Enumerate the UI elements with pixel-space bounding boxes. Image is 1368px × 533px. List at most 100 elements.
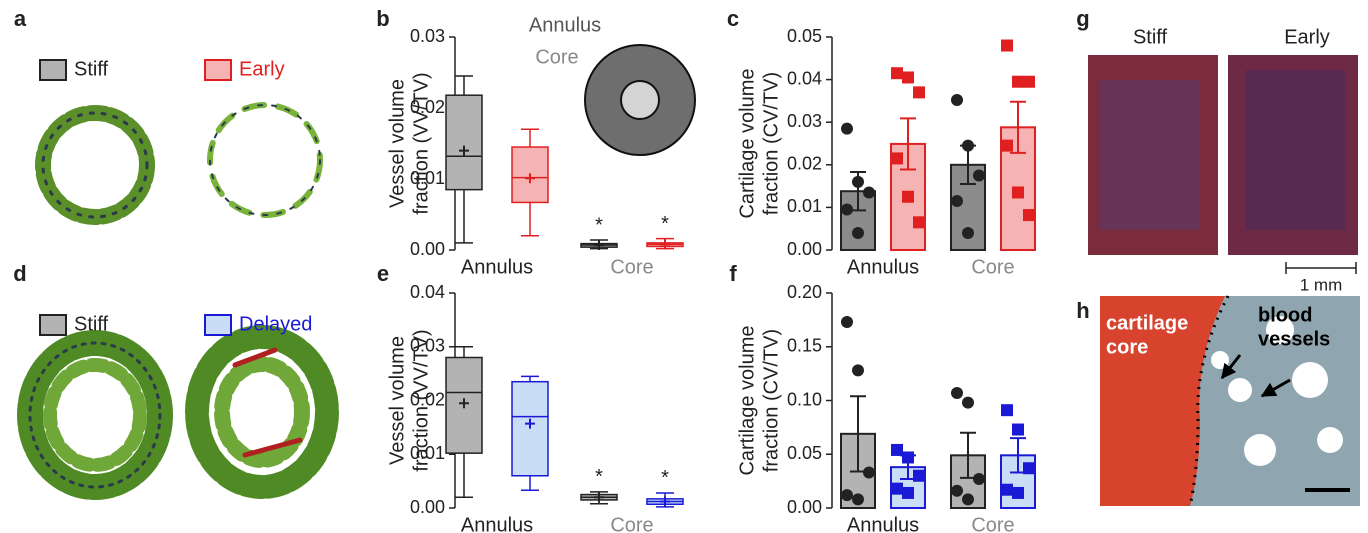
significance: * (595, 214, 603, 236)
data-point (962, 396, 974, 409)
y-axis-label: fraction (CV/TV) (760, 72, 782, 215)
y-axis-label: Vessel volume (386, 336, 408, 465)
significance: * (661, 213, 669, 235)
y-tick-label: 0.20 (787, 282, 822, 302)
y-tick-label: 0.03 (787, 111, 822, 131)
panel-label: h (1076, 298, 1089, 323)
y-tick-label: 0.02 (410, 389, 445, 409)
image-label: cartilage (1106, 312, 1188, 334)
data-point (902, 71, 914, 84)
data-point (902, 486, 914, 499)
data-point (951, 94, 963, 107)
data-point (962, 226, 974, 239)
y-tick-label: 0.01 (410, 443, 445, 463)
y-tick-label: 0.04 (410, 282, 445, 302)
y-tick-label: 0.05 (787, 26, 822, 46)
data-point (902, 451, 914, 464)
data-point (962, 139, 974, 152)
legend-label: Early (239, 58, 285, 80)
x-category-label: Annulus (847, 256, 919, 278)
box (511, 380, 549, 477)
image-label: Stiff (1133, 26, 1168, 48)
legend-label: Stiff (74, 58, 109, 80)
legend-label: Stiff (74, 313, 109, 335)
y-tick-label: 0.01 (787, 196, 822, 216)
y-axis-label: fraction (VV/TV) (410, 329, 432, 471)
data-point (1001, 483, 1013, 496)
arrow-label: vessels (1258, 328, 1330, 350)
data-point (951, 386, 963, 399)
y-tick-label: 0.02 (787, 154, 822, 174)
panel-a-image (35, 102, 323, 225)
data-point (951, 484, 963, 497)
data-point (841, 316, 853, 329)
data-point (891, 443, 903, 456)
arrow-label: blood (1258, 304, 1312, 326)
y-axis-label: fraction (VV/TV) (410, 72, 432, 214)
image-label: core (1106, 336, 1148, 358)
x-category-label: Core (971, 514, 1014, 533)
y-tick-label: 0.10 (787, 389, 822, 409)
data-point (1001, 39, 1013, 52)
data-point (1001, 139, 1013, 152)
mean-marker (525, 418, 535, 429)
data-point (1012, 75, 1024, 88)
panel-label: c (727, 6, 739, 31)
significance: * (595, 466, 603, 488)
mean-marker (660, 496, 670, 507)
inset-core (620, 80, 660, 120)
data-point (1023, 462, 1035, 475)
data-point (1023, 75, 1035, 88)
data-point (852, 364, 864, 377)
x-category-label: Annulus (461, 514, 533, 533)
y-axis-label: Cartilage volume (736, 68, 758, 218)
panel-label: g (1076, 6, 1089, 31)
legend-label: Delayed (239, 313, 312, 335)
scale-bar-label: 1 mm (1300, 275, 1343, 294)
data-point (1012, 186, 1024, 199)
panel-label: f (729, 261, 737, 286)
data-point (1001, 404, 1013, 417)
x-category-label: Core (610, 256, 653, 278)
data-point (891, 482, 903, 495)
y-tick-label: 0.05 (787, 443, 822, 463)
y-tick-label: 0.00 (787, 497, 822, 517)
data-point (841, 203, 853, 216)
data-point (863, 186, 875, 199)
y-tick-label: 0.03 (410, 26, 445, 46)
data-point (852, 226, 864, 239)
mean-marker (660, 239, 670, 250)
mean-marker (459, 398, 469, 409)
mean-marker (594, 240, 604, 251)
box (445, 94, 483, 191)
data-point (962, 493, 974, 506)
y-tick-label: 0.00 (410, 497, 445, 517)
data-point (913, 86, 925, 99)
panel-label: b (376, 6, 389, 31)
data-point (913, 216, 925, 229)
panel-label: d (13, 261, 26, 286)
box (445, 356, 483, 454)
data-point (841, 489, 853, 502)
data-point (891, 67, 903, 80)
data-point (841, 122, 853, 135)
panel-g-image (1088, 55, 1358, 274)
data-point (902, 190, 914, 203)
data-point (1023, 209, 1035, 222)
panel-h-image (1100, 295, 1360, 507)
data-point (852, 175, 864, 188)
y-tick-label: 0.01 (410, 168, 445, 188)
y-tick-label: 0.02 (410, 97, 445, 117)
legend-swatch (39, 314, 67, 336)
data-point (891, 152, 903, 165)
y-axis-label: fraction (CV/TV) (760, 329, 782, 472)
x-category-label: Core (971, 256, 1014, 278)
x-category-label: Annulus (461, 256, 533, 278)
data-point (951, 195, 963, 208)
data-point (913, 469, 925, 482)
mean-marker (594, 492, 604, 503)
y-axis-label: Vessel volume (386, 79, 408, 208)
data-point (1012, 423, 1024, 436)
data-point (973, 169, 985, 182)
